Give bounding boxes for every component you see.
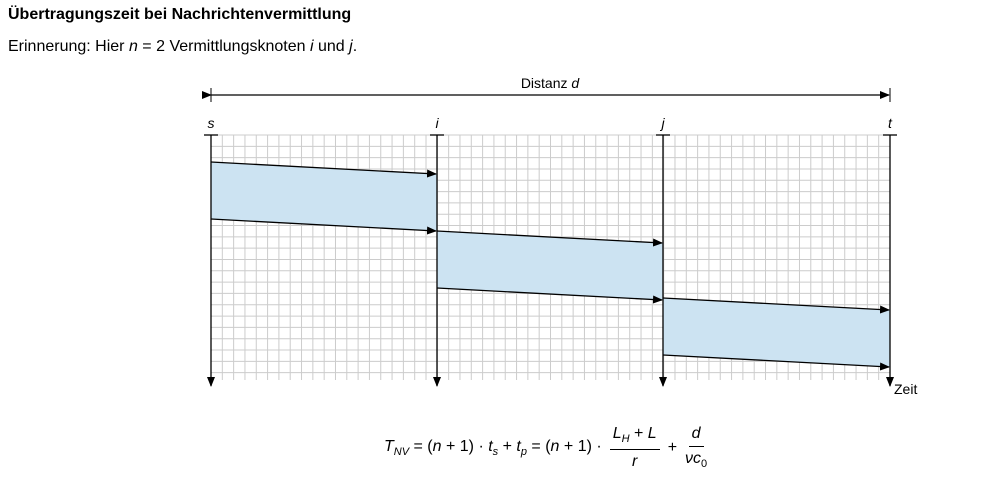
text-part: + xyxy=(667,439,678,456)
text-part: + xyxy=(629,425,648,443)
text-part: s xyxy=(492,446,499,459)
formula-main: TNV = (n + 1) · ts + tp = (n + 1) · xyxy=(384,438,602,458)
plus: + xyxy=(668,439,677,457)
text-part: d xyxy=(691,425,701,443)
time-axis-label: Zeit xyxy=(894,381,917,397)
denominator: r xyxy=(632,450,637,471)
text-part: c xyxy=(693,450,702,468)
message-start xyxy=(436,230,663,247)
numerator: d xyxy=(688,425,704,448)
node-label: i xyxy=(435,115,439,131)
text-part: n xyxy=(550,437,560,455)
text-part: i xyxy=(309,38,314,55)
text-part: und xyxy=(313,38,350,55)
message-area xyxy=(211,162,437,231)
text-part: Erinnerung: Hier xyxy=(8,38,129,55)
formula: TNV = (n + 1) · ts + tp = (n + 1) · LH +… xyxy=(384,420,715,476)
distance-label: Distanz d xyxy=(521,75,581,91)
text-part: = ( xyxy=(526,437,551,455)
text-part: L xyxy=(612,425,622,443)
text-part: ν xyxy=(685,450,694,468)
text-part: n xyxy=(128,38,138,55)
message-area xyxy=(437,231,663,300)
node-label: t xyxy=(888,115,893,131)
text-part: = 2 Vermittlungsknoten xyxy=(137,38,310,55)
text-part: + 1) · xyxy=(441,437,489,455)
message-end xyxy=(436,287,663,304)
message-end xyxy=(210,218,437,235)
text-part: n xyxy=(432,437,442,455)
text-part: H xyxy=(621,433,630,446)
node-label: s xyxy=(208,115,215,131)
text-part: d xyxy=(571,75,580,91)
numerator: LH + L xyxy=(609,425,660,450)
fraction: d νc0 xyxy=(685,425,707,470)
text-part: . xyxy=(352,38,358,55)
text-part: Distanz xyxy=(521,75,572,91)
title: Übertragungszeit bei Nachrichtenvermittl… xyxy=(8,6,352,23)
text-part: 0 xyxy=(701,458,708,471)
text-part: + 1) · xyxy=(559,437,602,455)
subtitle: Erinnerung: Hier n = 2 Vermittlungsknote… xyxy=(8,38,357,56)
message-start xyxy=(210,161,437,178)
text-part: NV xyxy=(393,446,410,459)
denominator: νc0 xyxy=(685,447,707,470)
text-part: j xyxy=(349,38,353,55)
message-start xyxy=(662,297,890,314)
node-label: j xyxy=(659,115,665,131)
text-part: T xyxy=(384,437,394,455)
message-end xyxy=(662,354,890,371)
text-part: = ( xyxy=(409,437,433,455)
diagram: Distanz d Zeit s i j t xyxy=(202,75,917,397)
text-part: p xyxy=(520,446,527,459)
text-part: t xyxy=(488,437,493,455)
text-part: L xyxy=(647,425,657,443)
message-area xyxy=(663,298,890,367)
text-part: + xyxy=(498,437,517,455)
text-part: t xyxy=(516,437,521,455)
text-part: r xyxy=(632,452,638,470)
messages xyxy=(210,161,890,371)
